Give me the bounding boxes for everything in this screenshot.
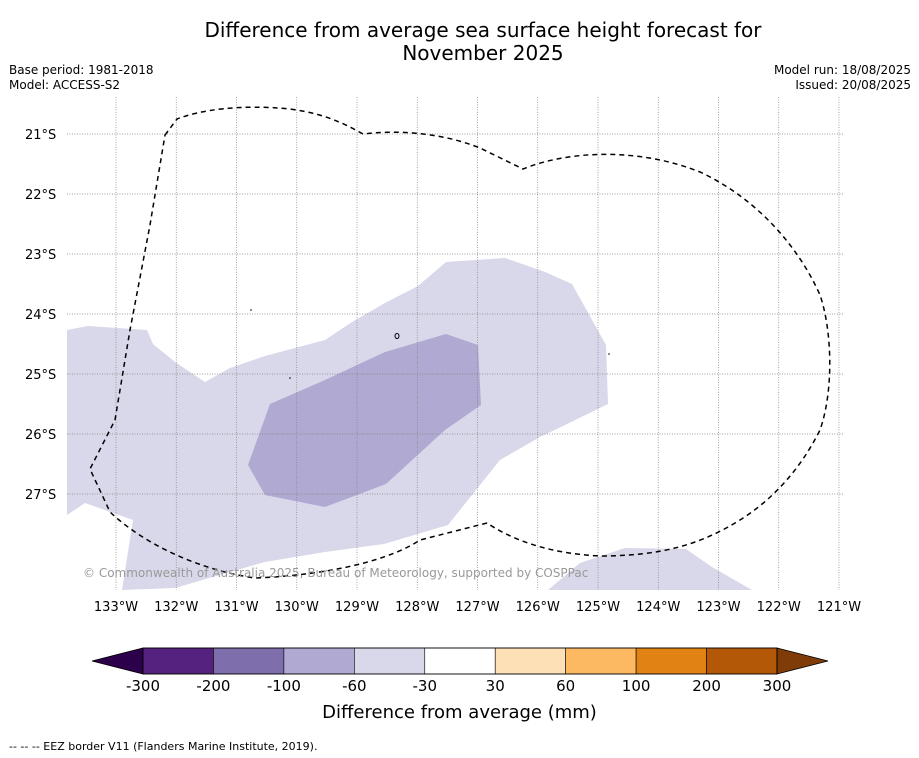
model-run-text: Model run: 18/08/2025	[773, 63, 911, 77]
base-info: Base period: 1981-2018 Model: ACCESS-S2	[9, 63, 154, 93]
issued-text: Issued: 20/08/2025	[795, 78, 911, 92]
colorbar-tick-label: -300	[125, 677, 161, 695]
latitude-label: 27°S	[25, 488, 56, 503]
colorbar-title: Difference from average (mm)	[322, 702, 597, 723]
colorbar-tick-label: 100	[621, 677, 651, 695]
eez-footnote: -- -- -- EEZ border V11 (Flanders Marine…	[9, 740, 318, 753]
latitude-label: 23°S	[25, 248, 56, 263]
longitude-label: 132°W	[154, 600, 198, 615]
colorbar-extend-high	[776, 647, 829, 675]
colorbar-segment	[494, 647, 566, 675]
island-marker	[394, 333, 400, 339]
colorbar-segment	[565, 647, 637, 675]
base-period-text: Base period: 1981-2018	[9, 63, 154, 77]
longitude-label: 131°W	[214, 600, 258, 615]
longitude-label: 127°W	[455, 600, 499, 615]
longitude-label: 125°W	[576, 600, 620, 615]
colorbar	[91, 647, 829, 675]
map-title: Difference from average sea surface heig…	[0, 19, 919, 65]
colorbar-outline	[142, 647, 778, 675]
colorbar-segment	[635, 647, 707, 675]
colorbar-tick-label: 60	[556, 677, 576, 695]
longitude-label: 121°W	[817, 600, 861, 615]
latitude-label: 22°S	[25, 188, 56, 203]
longitude-label: 126°W	[516, 600, 560, 615]
longitude-label: 128°W	[395, 600, 439, 615]
island-marker	[608, 353, 610, 355]
colorbar-segment	[354, 647, 426, 675]
anomaly-region-light-southeast	[548, 548, 752, 590]
colorbar-segment	[706, 647, 778, 675]
longitude-label: 129°W	[335, 600, 379, 615]
colorbar-segment	[283, 647, 355, 675]
longitude-label: 123°W	[696, 600, 740, 615]
colorbar-segment	[142, 647, 214, 675]
colorbar-tick-label: -200	[196, 677, 231, 695]
colorbar-tick-label: 30	[485, 677, 505, 695]
island-marker	[289, 377, 291, 379]
latitude-label: 24°S	[25, 308, 56, 323]
anomaly-region-medium	[248, 334, 481, 507]
title-line-1: Difference from average sea surface heig…	[204, 18, 762, 42]
gridlines	[67, 97, 843, 590]
map-canvas: © Commonwealth of Australia 2025, Bureau…	[25, 97, 861, 615]
longitude-label: 133°W	[94, 600, 138, 615]
latitude-label: 26°S	[25, 428, 56, 443]
title-line-2: November 2025	[402, 41, 564, 65]
island-marker	[250, 309, 252, 311]
colorbar-tick-label: -100	[266, 677, 301, 695]
longitude-label: 124°W	[636, 600, 680, 615]
colorbar-extend-low	[91, 647, 144, 675]
colorbar-tick-label: 300	[762, 677, 792, 695]
latitude-label: 25°S	[25, 368, 56, 383]
colorbar-segment	[213, 647, 285, 675]
copyright-text: © Commonwealth of Australia 2025, Bureau…	[83, 566, 588, 580]
longitude-label: 122°W	[757, 600, 801, 615]
eez-border	[89, 106, 831, 579]
longitude-label: 130°W	[275, 600, 319, 615]
run-info: Model run: 18/08/2025 Issued: 20/08/2025	[774, 63, 911, 93]
latitude-labels: 21°S 22°S 23°S 24°S 25°S 26°S 27°S	[25, 128, 56, 503]
colorbar-tick-label: -30	[412, 677, 438, 695]
colorbar-tick-label: 200	[692, 677, 721, 695]
latitude-label: 21°S	[25, 128, 56, 143]
colorbar-segments	[142, 647, 778, 675]
colorbar-segment	[424, 647, 496, 675]
colorbar-tick-label: -60	[342, 677, 367, 695]
model-text: Model: ACCESS-S2	[9, 78, 121, 92]
longitude-labels: 133°W 132°W 131°W 130°W 129°W 128°W 127°W 126°W…	[94, 600, 861, 615]
